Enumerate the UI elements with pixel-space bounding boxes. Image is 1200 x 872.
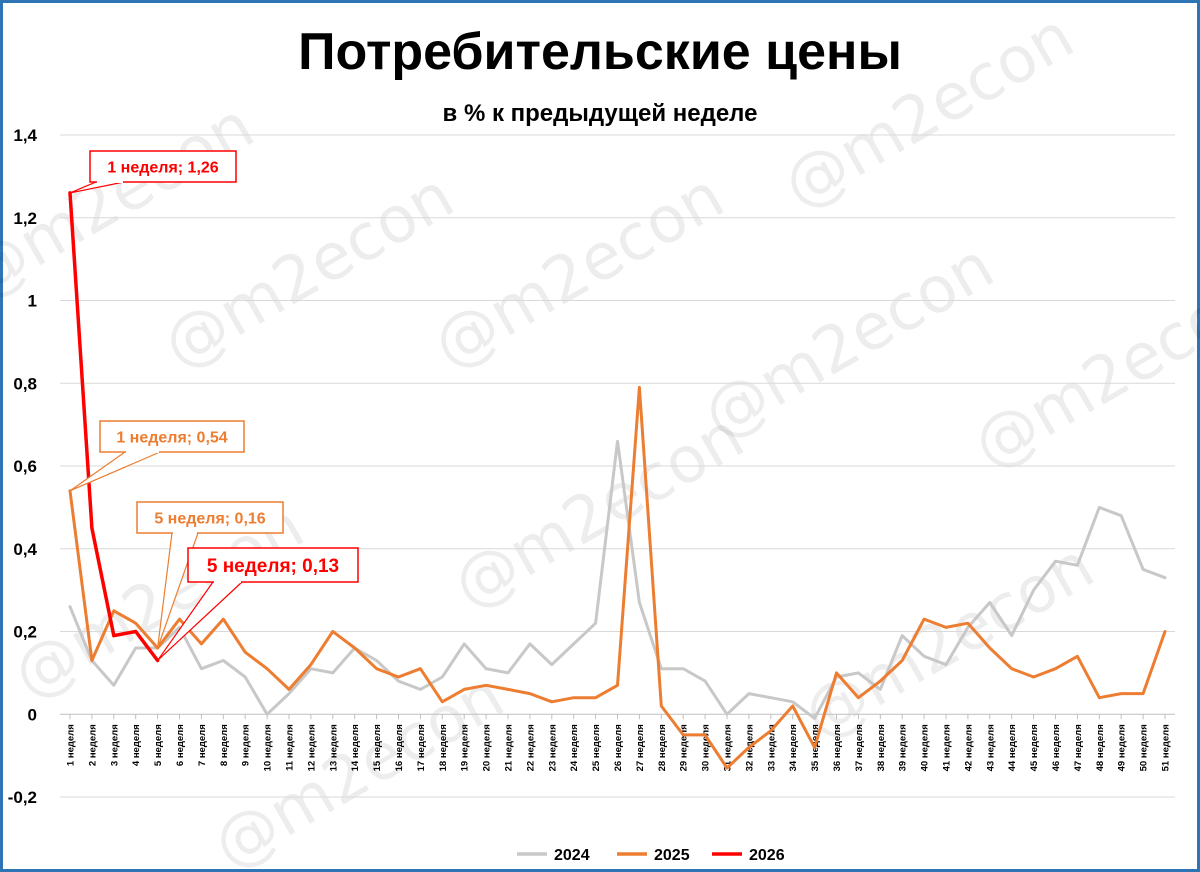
x-tick-label: 27 неделя <box>635 724 646 771</box>
y-axis-ticks: -0,2 0 0,2 0,4 0,6 0,8 1 1,2 1,4 <box>8 126 38 807</box>
series-line-2026 <box>68 191 160 663</box>
watermark-text: @m2econ <box>151 159 466 384</box>
x-tick-label: 17 неделя <box>416 724 427 771</box>
chart-subtitle: в % к предыдущей неделе <box>442 100 758 127</box>
legend-label-2026: 2026 <box>749 847 785 864</box>
y-tick-label: 1,2 <box>13 209 37 228</box>
x-tick-label: 34 неделя <box>788 724 799 771</box>
annotations: 1 неделя; 1,26 1 неделя; 0,54 5 неделя; 0,… <box>69 150 359 661</box>
x-tick-label: 41 неделя <box>942 724 953 771</box>
x-tick-label: 30 неделя <box>701 724 712 771</box>
x-tick-label: 47 неделя <box>1073 724 1084 771</box>
grid-lines <box>60 134 1175 798</box>
legend-label-2025: 2025 <box>654 847 690 864</box>
x-tick-label: 33 неделя <box>766 724 777 771</box>
x-tick-label: 45 неделя <box>1029 724 1040 771</box>
annotation-pointer <box>157 581 243 661</box>
y-tick-label: 0,8 <box>13 374 37 393</box>
annotation-gap <box>97 180 123 183</box>
x-tick-label: 51 неделя <box>1161 724 1172 771</box>
x-tick-label: 31 неделя <box>723 724 734 771</box>
annotation-label: 1 неделя; 1,26 <box>107 159 218 176</box>
x-tick-label: 40 неделя <box>920 724 931 771</box>
x-tick-label: 42 неделя <box>963 724 974 771</box>
x-tick-label: 13 неделя <box>328 724 339 771</box>
x-tick-label: 44 неделя <box>1007 724 1018 771</box>
x-tick-label: 8 неделя <box>219 724 230 766</box>
annotation-pointer <box>69 451 161 492</box>
x-tick-label: 38 неделя <box>876 724 887 771</box>
x-tick-label: 29 неделя <box>679 724 690 771</box>
x-tick-label: 7 неделя <box>197 724 208 766</box>
x-tick-label: 5 неделя <box>153 724 164 766</box>
watermark-text: @m2econ <box>771 0 1086 224</box>
x-tick-label: 46 неделя <box>1051 724 1062 771</box>
x-tick-label: 4 неделя <box>131 724 142 766</box>
y-tick-label: -0,2 <box>8 788 37 807</box>
series-line-2025 <box>68 385 1167 770</box>
x-tick-label: 48 неделя <box>1095 724 1106 771</box>
y-tick-label: 0,4 <box>13 540 37 559</box>
annotation-box <box>187 547 359 583</box>
annotation-box <box>136 501 284 534</box>
x-tick-label: 22 неделя <box>525 724 536 771</box>
legend-label-2024: 2024 <box>554 847 590 864</box>
x-tick-label: 15 неделя <box>372 724 383 771</box>
x-tick-label: 11 неделя <box>285 724 296 771</box>
watermark-text: @m2econ <box>421 159 736 384</box>
annotation-label: 5 неделя; 0,16 <box>154 510 265 527</box>
annotation-label: 1 неделя; 0,54 <box>116 429 227 446</box>
x-tick-label: 16 неделя <box>394 724 405 771</box>
x-tick-label: 18 неделя <box>438 724 449 771</box>
annotation-gap <box>126 450 159 453</box>
x-tick-label: 24 неделя <box>569 724 580 771</box>
x-tick-label: 39 неделя <box>898 724 909 771</box>
series-line-2024 <box>68 439 1167 720</box>
x-tick-label: 10 неделя <box>263 724 274 771</box>
x-tick-label: 2 неделя <box>87 724 98 766</box>
annotation-pointer <box>69 181 125 194</box>
x-axis: 1 неделя 2 неделя 3 неделя 4 неделя 5 неделя… <box>60 713 1175 771</box>
x-tick-label: 26 неделя <box>613 724 624 771</box>
x-tick-label: 36 неделя <box>832 724 843 771</box>
x-tick-label: 19 неделя <box>460 724 471 771</box>
annotation-gap <box>214 580 241 583</box>
annotation-gap <box>173 531 197 534</box>
x-tick-label: 6 неделя <box>175 724 186 766</box>
x-tick-label: 3 неделя <box>109 724 120 766</box>
series-lines <box>68 191 1167 770</box>
y-tick-label: 1,4 <box>13 126 37 145</box>
x-tick-label: 37 неделя <box>854 724 865 771</box>
x-tick-label: 9 неделя <box>241 724 252 766</box>
chart-title: Потребительские цены <box>298 23 902 81</box>
x-tick-label: 28 неделя <box>657 724 668 771</box>
x-tick-label: 23 неделя <box>547 724 558 771</box>
x-tick-label: 50 неделя <box>1139 724 1150 771</box>
x-tick-label: 25 неделя <box>591 724 602 771</box>
legend: 2024 2025 2026 <box>517 847 785 864</box>
annotation-label: 5 неделя; 0,13 <box>207 556 339 577</box>
x-tick-label: 12 неделя <box>306 724 317 771</box>
annotation-box <box>89 150 237 183</box>
x-tick-label: 1 неделя <box>66 724 77 766</box>
x-tick-label: 49 неделя <box>1117 724 1128 771</box>
y-tick-label: 0,6 <box>13 457 37 476</box>
x-tick-label: 21 неделя <box>504 724 515 771</box>
annotation-box <box>99 420 245 453</box>
watermark-text: @m2econ <box>691 229 1006 454</box>
x-tick-label: 14 неделя <box>350 724 361 771</box>
y-tick-label: 1 <box>28 292 37 311</box>
y-tick-label: 0,2 <box>13 623 37 642</box>
y-tick-label: 0 <box>28 705 37 724</box>
x-tick-label: 20 неделя <box>482 724 493 771</box>
x-tick-label: 43 неделя <box>985 724 996 771</box>
